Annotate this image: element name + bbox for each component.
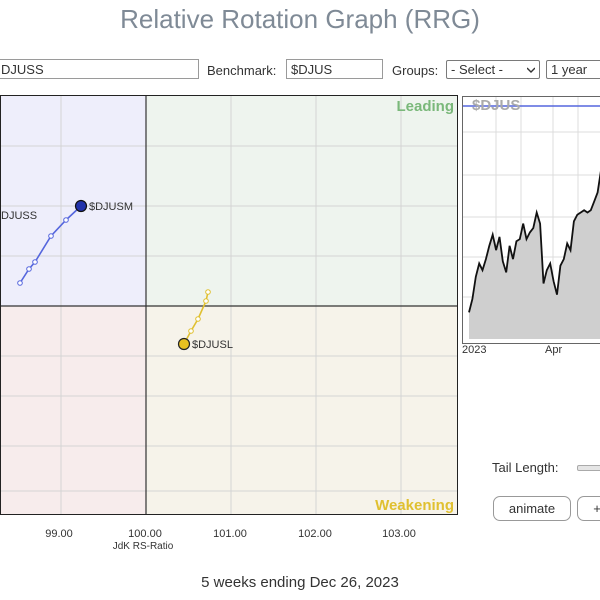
x-tick-label: 101.00 <box>213 528 247 540</box>
series-label-djusm: $DJUSM <box>89 201 133 213</box>
weakening-label: Weakening <box>375 497 454 514</box>
x-tick-label: 103.00 <box>382 528 416 540</box>
x-tick-label: 102.00 <box>298 528 332 540</box>
mini-chart-symbol: $DJUS <box>472 97 520 114</box>
benchmark-price-chart: $DJUS <box>462 96 600 344</box>
price-line <box>468 170 600 313</box>
x-tick-label: 100.00 <box>128 528 162 540</box>
price-area <box>469 176 600 339</box>
period-caption: 5 weeks ending Dec 26, 2023 <box>201 574 399 591</box>
groups-label: Groups: <box>392 63 439 78</box>
tail-point <box>195 316 201 322</box>
tail-length-slider[interactable] <box>577 465 600 471</box>
x-axis-title: JdK RS-Ratio <box>112 541 174 552</box>
mini-x-tick: 2023 <box>462 344 487 356</box>
leading-quadrant <box>146 96 457 306</box>
controls-bar: DJUSS Benchmark: $DJUS Groups: - Select … <box>0 59 600 83</box>
period-select-value: 1 year <box>551 62 588 77</box>
improving-quadrant <box>1 96 146 306</box>
animate-button[interactable]: animate <box>493 496 571 521</box>
tail-point <box>32 259 38 265</box>
series-djusm[interactable]: $DJUSM <box>17 199 133 286</box>
tail-point <box>63 217 69 223</box>
series-label-djusl: $DJUSL <box>192 339 233 351</box>
lagging-quadrant <box>1 306 146 514</box>
add-button[interactable]: + <box>577 496 600 521</box>
benchmark-label: Benchmark: <box>207 63 277 78</box>
leading-label: Leading <box>396 98 454 115</box>
tail-point <box>17 280 23 286</box>
weakening-quadrant <box>146 306 457 514</box>
tail-length-label: Tail Length: <box>492 460 559 475</box>
rrg-chart: Leading Weakening DJUSS $DJUSM $DJUSL <box>0 95 458 515</box>
series-head-djusl[interactable] <box>177 337 191 351</box>
groups-select[interactable]: - Select - <box>446 60 540 79</box>
mini-x-tick: Apr <box>545 344 563 356</box>
benchmark-input[interactable]: $DJUS <box>286 59 383 79</box>
tail-point <box>48 233 54 239</box>
x-tick-label: 99.00 <box>45 528 73 540</box>
rrg-x-axis: 99.00 100.00 101.00 102.00 103.00 JdK RS… <box>0 520 460 560</box>
tail-point <box>26 266 32 272</box>
tail-point <box>203 298 209 304</box>
tail-point <box>188 328 194 334</box>
series-head-djusm[interactable] <box>74 199 88 213</box>
series-djusl[interactable]: $DJUSL <box>177 289 233 351</box>
chevron-down-icon <box>527 67 535 73</box>
period-select[interactable]: 1 year <box>546 60 600 79</box>
series-label-djuss: DJUSS <box>1 210 37 222</box>
tail-point <box>205 289 211 295</box>
groups-select-value: - Select - <box>451 62 504 77</box>
page-title: Relative Rotation Graph (RRG) <box>120 4 480 34</box>
symbols-input[interactable]: DJUSS <box>0 59 199 79</box>
